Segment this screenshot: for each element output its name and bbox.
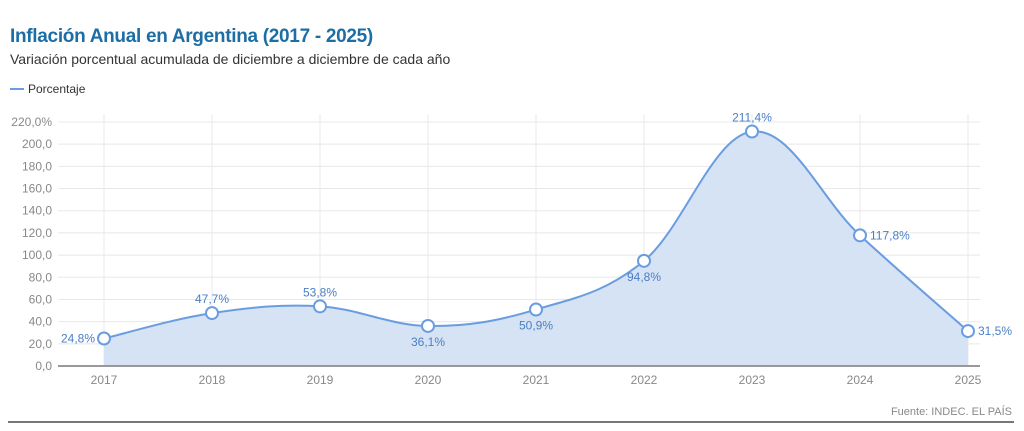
y-tick-label: 220,0% [11,115,52,129]
data-label: 31,5% [978,324,1012,338]
y-tick-label: 20,0 [29,337,53,351]
y-tick-label: 140,0 [22,204,52,218]
data-point [421,318,435,333]
chart-subtitle: Variación porcentual acumulada de diciem… [10,51,451,67]
bottom-rule [8,421,1014,423]
data-point [853,228,867,243]
data-label: 24,8% [61,331,95,345]
x-tick-label: 2019 [307,373,334,387]
legend-label: Porcentaje [28,82,86,96]
x-tick-label: 2017 [91,373,118,387]
y-tick-label: 120,0 [22,226,52,240]
x-tick-label: 2022 [631,373,658,387]
data-point [97,331,111,346]
legend: Porcentaje [10,82,85,96]
data-label: 211,4% [732,111,772,125]
data-point [313,299,327,314]
legend-swatch [10,88,24,90]
data-point [529,302,543,317]
chart-title: Inflación Anual en Argentina (2017 - 202… [10,26,373,47]
data-label: 50,9% [519,319,553,333]
data-point [637,253,651,268]
x-tick-label: 2020 [415,373,442,387]
data-label: 117,8% [870,228,910,242]
y-tick-label: 160,0 [22,182,52,196]
data-point [745,124,759,139]
y-tick-label: 60,0 [29,292,53,306]
source-note: Fuente: INDEC. EL PAÍS [890,406,1012,418]
x-tick-label: 2018 [199,373,226,387]
data-label: 94,8% [627,270,661,284]
y-tick-label: 200,0 [22,137,52,151]
x-tick-label: 2023 [739,373,766,387]
y-tick-label: 0,0 [35,359,52,373]
y-tick-label: 100,0 [22,248,52,262]
series-line [103,130,969,340]
y-tick-label: 40,0 [29,315,53,329]
data-label: 53,8% [303,285,337,299]
y-tick-label: 180,0 [22,159,52,173]
data-label: 36,1% [411,335,445,349]
data-point [205,306,219,321]
x-tick-label: 2021 [523,373,550,387]
x-tick-label: 2024 [847,373,874,387]
x-tick-label: 2025 [955,373,982,387]
data-point [961,324,975,339]
y-tick-label: 80,0 [29,270,53,284]
data-label: 47,7% [195,292,229,306]
